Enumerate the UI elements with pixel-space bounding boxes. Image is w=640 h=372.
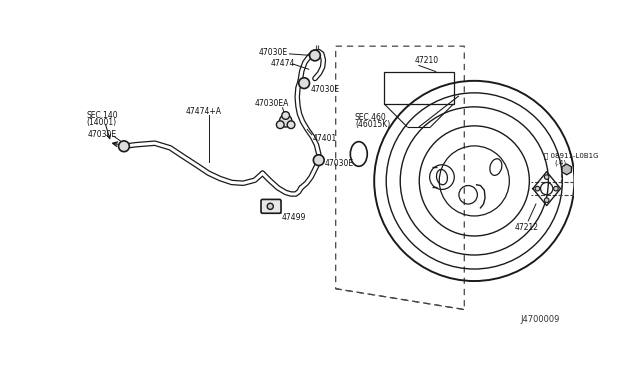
Text: 47030EA: 47030EA — [255, 99, 289, 108]
Circle shape — [310, 50, 320, 61]
Circle shape — [118, 141, 129, 152]
Polygon shape — [562, 164, 572, 175]
Text: 47030E: 47030E — [310, 85, 339, 94]
Circle shape — [280, 115, 292, 127]
Text: 47212: 47212 — [515, 222, 539, 232]
Text: 47030E: 47030E — [324, 159, 353, 168]
Bar — [384, 71, 454, 104]
Text: (.4): (.4) — [554, 160, 566, 166]
Text: 47210: 47210 — [415, 55, 439, 64]
Text: Ⓝ 08911-L0B1G: Ⓝ 08911-L0B1G — [543, 152, 598, 159]
Text: 47474: 47474 — [270, 59, 294, 68]
Text: SEC.140: SEC.140 — [86, 111, 118, 120]
Circle shape — [299, 78, 310, 89]
Circle shape — [282, 112, 289, 119]
Circle shape — [554, 186, 558, 191]
Text: J4700009: J4700009 — [520, 315, 560, 324]
Text: (46015K): (46015K) — [355, 120, 390, 129]
Text: (14001): (14001) — [86, 118, 116, 127]
Circle shape — [535, 186, 540, 191]
Circle shape — [545, 198, 549, 202]
Circle shape — [545, 175, 549, 179]
Text: 47474+A: 47474+A — [186, 107, 221, 116]
Text: 47030E: 47030E — [88, 130, 117, 139]
Text: 47401: 47401 — [312, 134, 337, 143]
Circle shape — [287, 121, 295, 129]
FancyBboxPatch shape — [261, 199, 281, 213]
Text: 47499: 47499 — [282, 213, 306, 222]
Circle shape — [267, 203, 273, 209]
Text: SEC.460: SEC.460 — [355, 113, 387, 122]
Text: 47030E: 47030E — [259, 48, 288, 57]
Circle shape — [276, 121, 284, 129]
Circle shape — [314, 155, 324, 166]
